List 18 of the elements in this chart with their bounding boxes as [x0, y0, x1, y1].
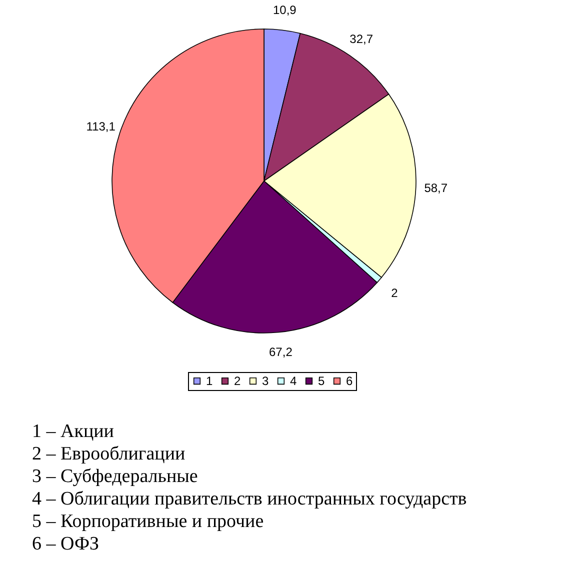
data-label: 67,2 — [269, 345, 293, 360]
legend-label: 2 — [234, 374, 241, 388]
legend-label: 1 — [206, 374, 213, 388]
data-label: 113,1 — [86, 120, 116, 134]
text: 5 – Корпоративные и прочие — [32, 511, 264, 532]
legend-label: 4 — [290, 374, 297, 388]
data-label: 58,7 — [424, 180, 448, 195]
text: 2 – Еврооблигации — [32, 444, 186, 464]
data-label: 32,7 — [350, 32, 374, 46]
legend-label: 3 — [262, 374, 269, 388]
text: 3 – Субфедеральные — [32, 466, 198, 487]
data-label: 2 — [391, 286, 398, 300]
text: 1 – Акции — [32, 421, 114, 442]
text: 4 – Облигации правительств иностранных государств — [32, 488, 467, 510]
legend-label: 5 — [318, 374, 325, 388]
legend-label: 6 — [346, 374, 353, 388]
data-label: 10,9 — [272, 3, 297, 18]
text: 6 – ОФЗ — [32, 534, 99, 554]
